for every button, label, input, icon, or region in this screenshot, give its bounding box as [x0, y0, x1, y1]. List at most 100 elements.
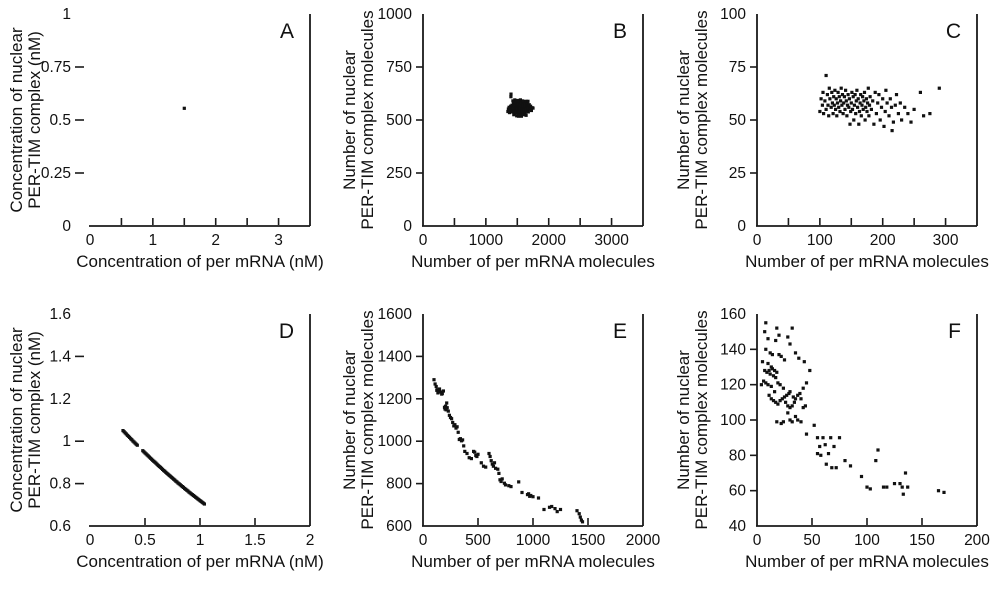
data-point [826, 103, 830, 107]
data-point [766, 337, 770, 341]
data-point [887, 114, 891, 118]
data-point [866, 101, 870, 105]
data-point [815, 452, 820, 456]
data-point [511, 99, 515, 103]
data-point [892, 482, 897, 486]
data-point [531, 495, 535, 499]
data-point [496, 467, 500, 471]
data-point [865, 485, 869, 489]
data-point [553, 507, 557, 511]
x-tick-label: 50 [803, 532, 821, 549]
data-point [903, 105, 907, 109]
y-tick-label: 250 [386, 165, 412, 182]
data-point [790, 420, 794, 424]
panel-letter: F [948, 320, 961, 343]
data-point [518, 98, 522, 102]
data-points [182, 106, 186, 110]
data-point [856, 105, 860, 109]
data-point [514, 105, 518, 109]
data-point [854, 99, 858, 103]
data-point [782, 358, 787, 362]
data-point [890, 129, 894, 133]
data-point [821, 90, 825, 94]
data-point [834, 97, 838, 101]
data-point [893, 103, 897, 107]
data-point [857, 122, 861, 126]
data-point [848, 464, 853, 468]
data-point [882, 124, 886, 128]
data-point [874, 112, 878, 116]
data-point [773, 368, 777, 373]
data-point [864, 97, 868, 101]
data-point [906, 485, 910, 489]
y-tick-label: 0.5 [49, 112, 71, 129]
data-point [868, 95, 872, 99]
y-tick-label: 600 [386, 518, 412, 535]
y-tick-label: 0.6 [49, 518, 71, 535]
data-point [202, 502, 206, 506]
y-tick-label: 160 [720, 306, 746, 323]
data-points [432, 378, 585, 524]
data-point [832, 95, 836, 99]
data-point [834, 466, 838, 470]
y-tick-label: 1400 [378, 348, 413, 365]
data-point [824, 107, 828, 111]
data-point [492, 461, 497, 465]
data-point [876, 448, 880, 452]
data-point [514, 99, 518, 103]
data-point [578, 515, 582, 519]
data-point [529, 108, 533, 113]
data-point [865, 109, 869, 114]
data-point [922, 114, 926, 118]
x-tick-label: 0 [753, 232, 762, 249]
data-point [819, 97, 823, 101]
data-points [121, 429, 206, 506]
data-point [771, 399, 776, 403]
data-point [830, 90, 834, 94]
data-point [515, 114, 519, 118]
data-point [840, 93, 845, 97]
data-point [830, 101, 834, 105]
data-point [823, 443, 827, 447]
data-point [876, 101, 880, 105]
data-point [839, 99, 843, 103]
data-point [894, 93, 899, 97]
data-point [901, 492, 905, 496]
y-tick-label: 1000 [378, 433, 413, 450]
data-point [523, 105, 527, 109]
data-point [780, 397, 784, 401]
panel-a-chart: 0 1 2 3 0 0.25 0.5 0.75 1 Concentration of per m… [7, 6, 324, 271]
data-point [799, 397, 803, 401]
data-point [829, 436, 833, 440]
data-point [766, 383, 770, 387]
data-point [775, 370, 779, 374]
data-point [456, 430, 460, 434]
data-point [837, 105, 841, 109]
data-point [766, 361, 770, 366]
data-point [767, 368, 771, 373]
data-point [762, 379, 766, 383]
data-point [499, 479, 503, 484]
data-point [520, 490, 524, 495]
data-point [484, 465, 488, 469]
data-point [768, 372, 772, 376]
data-point [815, 436, 820, 440]
y-tick-label: 0.75 [41, 59, 71, 76]
data-point [526, 110, 530, 114]
data-point [827, 86, 831, 90]
data-point [891, 120, 895, 124]
y-tick-label: 100 [720, 412, 746, 429]
data-point [524, 113, 528, 117]
x-axis-title: Number of per mRNA molecules [745, 252, 989, 271]
x-tick-label: 1000 [469, 232, 504, 249]
data-point [889, 105, 894, 109]
data-point [837, 95, 841, 99]
data-point [491, 464, 495, 468]
data-point [434, 384, 438, 389]
data-point [774, 376, 778, 380]
data-point [558, 507, 563, 512]
data-point [845, 103, 850, 107]
data-point [830, 466, 834, 470]
data-point [436, 389, 440, 393]
data-point [788, 342, 792, 346]
